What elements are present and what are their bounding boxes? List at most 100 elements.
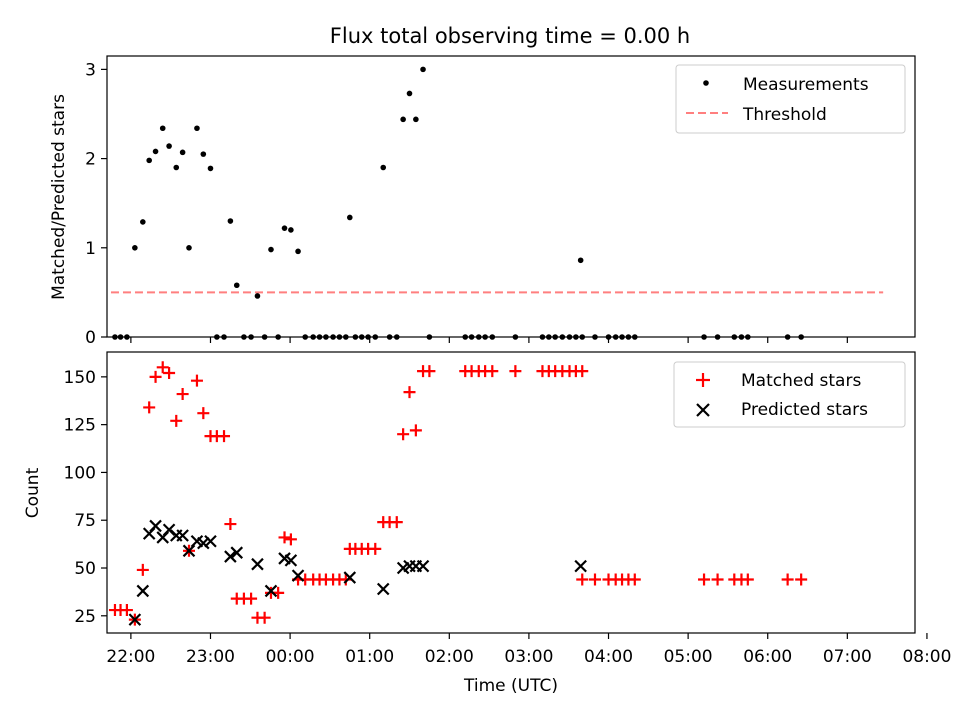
top-axes-frame: [106, 55, 916, 338]
bottom-y-axis-label: Count: [23, 467, 43, 518]
matched-star-point: [423, 365, 436, 378]
bottom-x-tick-label: 23:00: [186, 647, 235, 667]
bottom-y-tick-label: 150: [64, 368, 96, 388]
matched-star-point: [149, 370, 162, 383]
measurement-point: [132, 244, 138, 251]
measurement-point: [346, 214, 353, 221]
measurement-point: [207, 165, 214, 172]
top-legend: Measurements Threshold: [675, 64, 906, 134]
matched-star-point: [190, 374, 203, 387]
measurement-point: [194, 125, 200, 132]
matched-star-point: [258, 611, 271, 624]
bottom-y-tick-label: 25: [74, 607, 96, 627]
legend-predicted-label: Predicted stars: [741, 400, 868, 420]
measurement-point: [152, 148, 159, 155]
matched-star-point: [136, 563, 149, 576]
bottom-legend: Matched stars Predicted stars: [673, 361, 906, 428]
matched-star-point: [197, 407, 210, 420]
measurement-point: [166, 143, 172, 149]
measurement-point: [173, 164, 180, 171]
matched-star-point: [509, 365, 522, 378]
measurement-point: [254, 293, 261, 299]
measurement-point: [400, 116, 406, 123]
matched-star-point: [711, 573, 724, 586]
matched-star-point: [176, 388, 189, 401]
predicted-star-point: [264, 584, 278, 598]
predicted-star-point: [416, 559, 430, 573]
x-axis-label: Time (UTC): [463, 676, 558, 696]
measurement-point: [186, 244, 192, 251]
measurement-point: [380, 164, 387, 171]
matched-star-point: [576, 365, 589, 378]
predicted-star-point: [230, 546, 244, 559]
bottom-x-tick-label: 03:00: [504, 647, 553, 667]
measurement-point: [179, 149, 186, 156]
matched-star-point: [284, 533, 297, 546]
matched-star-point: [120, 604, 133, 617]
top-legend-box: [675, 64, 906, 134]
legend-threshold-label: Threshold: [742, 105, 827, 125]
top-panel: 0 1 2 3 Matched/Predicted stars Measurement…: [49, 55, 916, 348]
predicted-star-point: [224, 550, 237, 563]
matched-star-point: [588, 573, 601, 586]
bottom-x-tick-label: 22:00: [106, 647, 155, 667]
matched-star-point: [156, 361, 169, 374]
legend-measurements-marker: [703, 80, 709, 86]
bottom-axes-frame: [106, 351, 916, 634]
matched-star-point: [163, 367, 176, 380]
measurement-point: [281, 225, 288, 231]
predicted-star-point: [291, 569, 305, 582]
bottom-x-tick-label: 01:00: [345, 647, 394, 667]
measurement-point: [288, 227, 294, 233]
predicted-star-point: [197, 536, 210, 550]
matched-star-point: [224, 518, 237, 531]
figure-title: Flux total observing time = 0.00 h: [330, 24, 690, 48]
matched-star-point: [390, 516, 403, 529]
measurement-point: [295, 248, 301, 255]
predicted-star-point: [182, 544, 196, 558]
legend-measurements-label: Measurements: [743, 75, 869, 95]
predicted-star-point: [176, 529, 189, 542]
bottom-x-tick-label: 06:00: [743, 647, 792, 667]
top-y-ticks: 0 1 2 3: [85, 60, 107, 348]
matched-star-point: [278, 531, 291, 544]
measurement-point: [200, 151, 207, 157]
matched-star-point: [576, 573, 589, 586]
bottom-y-tick-label: 100: [64, 463, 96, 483]
legend-matched-marker: [696, 373, 710, 387]
matched-star-point: [741, 573, 754, 586]
measurement-point: [577, 257, 584, 264]
matched-star-point: [486, 365, 499, 378]
measurement-point: [227, 218, 234, 224]
matched-star-point: [409, 424, 422, 437]
matched-star-point: [218, 430, 231, 443]
predicted-star-point: [251, 557, 264, 571]
bottom-y-tick-label: 50: [74, 559, 96, 579]
predicted-star-point: [204, 534, 217, 548]
predicted-star-point: [128, 613, 142, 626]
predicted-star-point: [574, 559, 587, 573]
measurement-point: [420, 66, 426, 73]
matched-star-point: [781, 573, 794, 586]
bottom-x-tick-label: 04:00: [584, 647, 633, 667]
top-y-tick-label: 1: [85, 239, 96, 259]
legend-predicted-marker: [696, 403, 710, 417]
matched-star-point: [628, 573, 641, 586]
predicted-star-point: [376, 582, 390, 596]
bottom-legend-box: [673, 361, 906, 428]
bottom-x-tick-label: 02:00: [425, 647, 474, 667]
predicted-star-point: [149, 519, 162, 533]
top-y-tick-label: 3: [85, 60, 96, 80]
measurement-point: [233, 282, 240, 289]
bottom-x-ticks: 22:00 23:00 00:00 01:00 02:00 03:00 04:00 05:00…: [106, 633, 951, 667]
measurement-point: [406, 90, 413, 97]
bottom-y-tick-label: 125: [64, 416, 96, 436]
legend-matched-label: Matched stars: [741, 371, 861, 391]
predicted-star-point: [136, 584, 150, 598]
measurement-point: [268, 246, 274, 253]
matched-star-point: [339, 573, 352, 586]
top-y-axis-label: Matched/Predicted stars: [49, 94, 69, 300]
measurement-point: [413, 116, 419, 123]
predicted-star-point: [284, 554, 298, 567]
